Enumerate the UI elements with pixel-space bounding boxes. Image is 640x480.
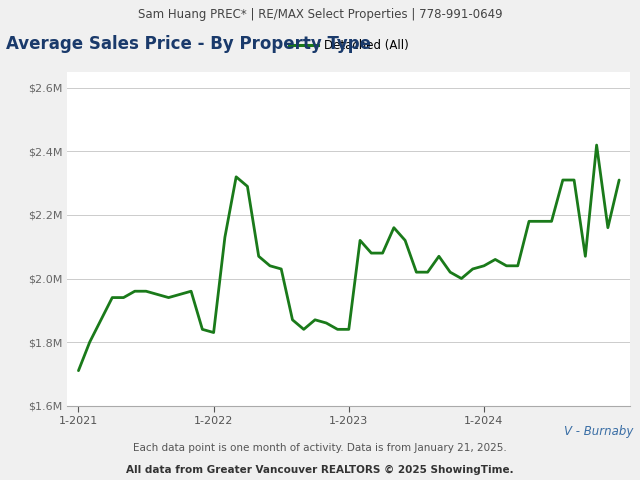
Text: All data from Greater Vancouver REALTORS © 2025 ShowingTime.: All data from Greater Vancouver REALTORS… [126, 465, 514, 475]
Text: Sam Huang PREC* | RE/MAX Select Properties | 778-991-0649: Sam Huang PREC* | RE/MAX Select Properti… [138, 8, 502, 21]
Text: Average Sales Price - By Property Type: Average Sales Price - By Property Type [6, 35, 371, 53]
Text: Each data point is one month of activity. Data is from January 21, 2025.: Each data point is one month of activity… [133, 443, 507, 453]
Legend: Detached (All): Detached (All) [284, 35, 413, 57]
Text: V - Burnaby: V - Burnaby [564, 425, 634, 438]
